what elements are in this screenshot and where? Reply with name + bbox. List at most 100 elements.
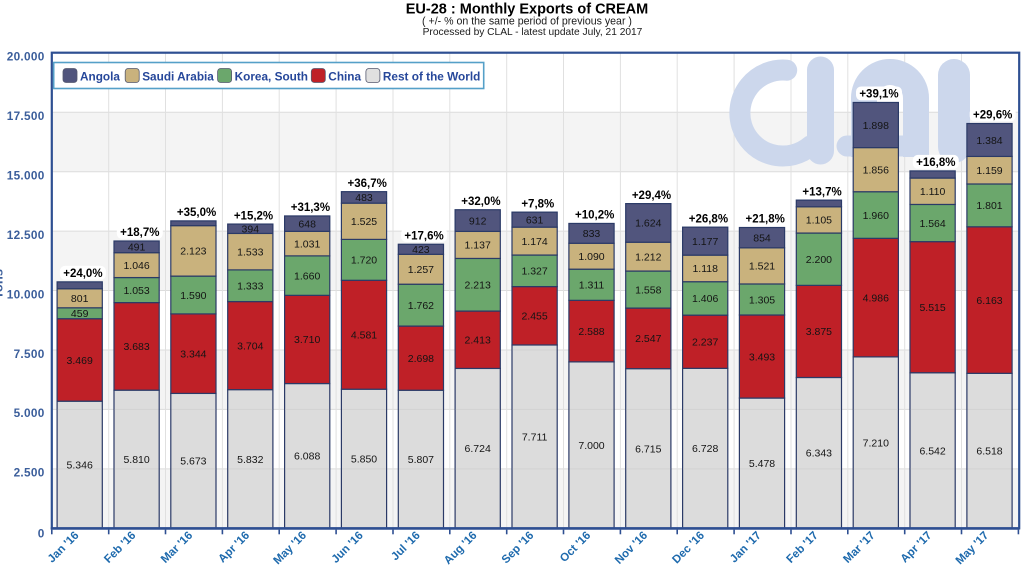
svg-text:1.762: 1.762 <box>408 300 434 312</box>
svg-text:1.159: 1.159 <box>976 165 1002 177</box>
svg-text:+10,2%: +10,2% <box>575 210 614 222</box>
svg-text:3.469: 3.469 <box>67 355 93 367</box>
svg-text:Processed by CLAL - latest upd: Processed by CLAL - latest update July, … <box>423 27 643 38</box>
svg-text:17.500: 17.500 <box>7 109 45 123</box>
svg-text:+7,8%: +7,8% <box>521 198 554 210</box>
svg-text:2.123: 2.123 <box>180 246 206 258</box>
svg-text:1.624: 1.624 <box>635 218 661 230</box>
svg-text:6.728: 6.728 <box>692 443 718 455</box>
svg-text:1.960: 1.960 <box>863 210 889 222</box>
svg-text:6.343: 6.343 <box>806 448 832 460</box>
svg-text:631: 631 <box>526 214 544 226</box>
svg-text:+29,6%: +29,6% <box>973 110 1012 122</box>
svg-text:+31,3%: +31,3% <box>291 202 330 214</box>
svg-text:1.311: 1.311 <box>579 280 605 292</box>
svg-text:6.724: 6.724 <box>465 443 491 455</box>
svg-text:6.088: 6.088 <box>294 451 320 463</box>
svg-text:5.346: 5.346 <box>67 460 93 472</box>
svg-text:6.518: 6.518 <box>976 446 1002 458</box>
svg-text:5.850: 5.850 <box>351 454 377 466</box>
svg-text:2.200: 2.200 <box>806 254 832 266</box>
svg-text:1.177: 1.177 <box>692 236 718 248</box>
svg-text:833: 833 <box>583 228 601 240</box>
svg-text:3.710: 3.710 <box>294 334 320 346</box>
svg-text:1.590: 1.590 <box>180 290 206 302</box>
svg-text:5.478: 5.478 <box>749 458 775 470</box>
svg-text:1.305: 1.305 <box>749 294 775 306</box>
svg-text:1.333: 1.333 <box>237 281 263 293</box>
svg-text:20.000: 20.000 <box>7 50 45 64</box>
svg-text:1.564: 1.564 <box>919 218 945 230</box>
svg-text:7.500: 7.500 <box>14 347 45 361</box>
svg-text:1.384: 1.384 <box>976 135 1002 147</box>
svg-text:15.000: 15.000 <box>7 169 45 183</box>
svg-text:+39,1%: +39,1% <box>859 89 898 101</box>
svg-text:648: 648 <box>298 219 316 231</box>
svg-text:1.558: 1.558 <box>635 284 661 296</box>
svg-text:+17,6%: +17,6% <box>404 230 443 242</box>
svg-text:0: 0 <box>38 527 45 541</box>
svg-text:1.110: 1.110 <box>920 186 946 198</box>
svg-text:1.118: 1.118 <box>692 263 718 275</box>
svg-text:5.832: 5.832 <box>237 454 263 466</box>
svg-text:1.257: 1.257 <box>408 264 434 276</box>
svg-text:1.053: 1.053 <box>123 285 149 297</box>
svg-text:1.801: 1.801 <box>976 200 1002 212</box>
svg-text:7.000: 7.000 <box>578 440 604 452</box>
svg-text:1.212: 1.212 <box>635 251 661 263</box>
svg-text:Rest of the World: Rest of the World <box>383 70 480 84</box>
svg-text:1.406: 1.406 <box>692 293 718 305</box>
svg-text:+15,2%: +15,2% <box>234 210 273 222</box>
svg-text:1.525: 1.525 <box>351 216 377 228</box>
svg-text:+21,8%: +21,8% <box>746 214 785 226</box>
svg-text:3.493: 3.493 <box>749 351 775 363</box>
svg-text:Angola: Angola <box>80 70 120 84</box>
svg-text:+26,8%: +26,8% <box>689 213 728 225</box>
svg-text:3.683: 3.683 <box>123 341 149 353</box>
svg-text:912: 912 <box>469 215 487 227</box>
svg-text:Korea, South: Korea, South <box>235 70 308 84</box>
svg-text:Tons: Tons <box>0 269 6 299</box>
svg-text:+35,0%: +35,0% <box>177 207 216 219</box>
svg-text:854: 854 <box>753 233 771 245</box>
svg-text:1.090: 1.090 <box>578 251 604 263</box>
svg-text:459: 459 <box>71 308 89 320</box>
svg-text:1.031: 1.031 <box>294 238 320 250</box>
svg-text:1.105: 1.105 <box>806 215 832 227</box>
svg-text:3.344: 3.344 <box>180 349 206 361</box>
svg-text:1.174: 1.174 <box>521 236 547 248</box>
svg-text:2.413: 2.413 <box>465 335 491 347</box>
svg-text:12.500: 12.500 <box>7 228 45 242</box>
svg-text:2.213: 2.213 <box>465 280 491 292</box>
svg-text:2.588: 2.588 <box>578 326 604 338</box>
svg-text:1.046: 1.046 <box>123 260 149 272</box>
svg-text:2.698: 2.698 <box>408 353 434 365</box>
svg-text:2.455: 2.455 <box>521 311 547 323</box>
svg-text:1.720: 1.720 <box>351 255 377 267</box>
svg-text:6.542: 6.542 <box>919 445 945 457</box>
svg-text:491: 491 <box>128 242 146 254</box>
svg-text:1.327: 1.327 <box>521 266 547 278</box>
svg-text:Saudi Arabia: Saudi Arabia <box>142 70 214 84</box>
svg-text:1.521: 1.521 <box>749 261 775 273</box>
svg-text:5.673: 5.673 <box>180 456 206 468</box>
svg-text:EU-28 : Monthly Exports of CRE: EU-28 : Monthly Exports of CREAM <box>406 2 648 18</box>
svg-text:( +/- % on the same period of: ( +/- % on the same period of previous y… <box>422 15 632 27</box>
svg-text:3.875: 3.875 <box>806 326 832 338</box>
svg-text:10.000: 10.000 <box>7 287 45 301</box>
svg-text:6.163: 6.163 <box>976 295 1002 307</box>
svg-text:China: China <box>328 70 361 84</box>
svg-text:5.515: 5.515 <box>919 302 945 314</box>
svg-text:3.704: 3.704 <box>237 340 263 352</box>
svg-text:423: 423 <box>412 244 430 256</box>
svg-text:5.000: 5.000 <box>14 406 45 420</box>
svg-text:394: 394 <box>242 224 260 236</box>
svg-text:1.898: 1.898 <box>863 120 889 132</box>
svg-text:+18,7%: +18,7% <box>120 227 159 239</box>
svg-text:483: 483 <box>355 192 373 204</box>
svg-text:+36,7%: +36,7% <box>348 178 387 190</box>
svg-text:7.711: 7.711 <box>522 431 548 443</box>
svg-text:1.137: 1.137 <box>465 240 491 252</box>
svg-text:1.856: 1.856 <box>863 165 889 177</box>
svg-text:+29,4%: +29,4% <box>632 190 671 202</box>
